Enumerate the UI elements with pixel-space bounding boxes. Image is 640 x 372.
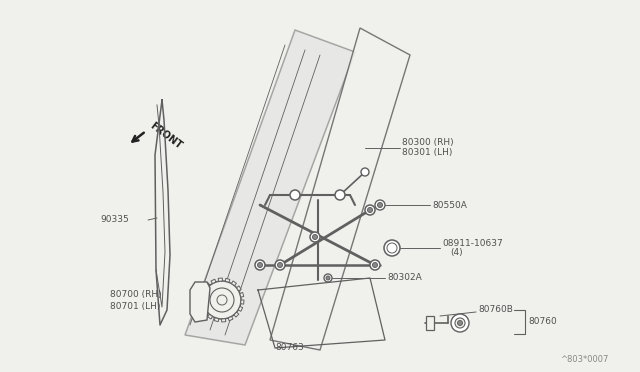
- Circle shape: [458, 321, 463, 326]
- Circle shape: [387, 243, 397, 253]
- Circle shape: [203, 281, 241, 319]
- Polygon shape: [234, 312, 239, 317]
- Text: ^803*0007: ^803*0007: [559, 355, 608, 364]
- Circle shape: [455, 318, 465, 328]
- Circle shape: [275, 260, 285, 270]
- Polygon shape: [207, 314, 212, 319]
- Polygon shape: [214, 318, 219, 322]
- Circle shape: [378, 202, 383, 208]
- Polygon shape: [240, 292, 244, 297]
- Circle shape: [335, 190, 345, 200]
- Circle shape: [290, 190, 300, 200]
- Polygon shape: [225, 278, 230, 282]
- Polygon shape: [205, 283, 210, 288]
- Circle shape: [210, 288, 234, 312]
- Text: 80300 (RH): 80300 (RH): [402, 138, 454, 147]
- Circle shape: [361, 168, 369, 176]
- Text: 90335: 90335: [100, 215, 129, 224]
- Polygon shape: [221, 319, 226, 322]
- Text: N: N: [388, 244, 396, 253]
- Circle shape: [217, 295, 227, 305]
- Circle shape: [257, 263, 262, 267]
- Text: 80701 (LH): 80701 (LH): [110, 301, 161, 311]
- Circle shape: [326, 276, 330, 280]
- Text: 80301 (LH): 80301 (LH): [402, 148, 452, 157]
- Polygon shape: [211, 279, 216, 283]
- Circle shape: [372, 263, 378, 267]
- Polygon shape: [241, 300, 244, 304]
- Circle shape: [451, 314, 469, 332]
- Polygon shape: [185, 30, 355, 345]
- Polygon shape: [202, 289, 205, 294]
- Text: 80550A: 80550A: [432, 201, 467, 209]
- Text: 80700 (RH): 80700 (RH): [110, 291, 162, 299]
- Polygon shape: [426, 316, 434, 330]
- Polygon shape: [203, 309, 207, 314]
- Circle shape: [375, 200, 385, 210]
- Circle shape: [370, 260, 380, 270]
- Text: 80302A: 80302A: [387, 273, 422, 282]
- Text: (4): (4): [450, 248, 463, 257]
- Polygon shape: [200, 303, 204, 308]
- Polygon shape: [218, 278, 222, 281]
- Circle shape: [312, 234, 317, 240]
- Circle shape: [367, 208, 372, 212]
- Polygon shape: [228, 317, 233, 321]
- Polygon shape: [238, 307, 243, 311]
- Polygon shape: [237, 286, 241, 291]
- Circle shape: [324, 274, 332, 282]
- Text: 80763: 80763: [276, 343, 305, 353]
- Text: 08911-10637: 08911-10637: [442, 240, 503, 248]
- Text: 80760: 80760: [528, 317, 557, 327]
- Polygon shape: [200, 296, 204, 300]
- Text: 80760B: 80760B: [478, 305, 513, 314]
- Circle shape: [384, 240, 400, 256]
- Text: FRONT: FRONT: [148, 121, 184, 151]
- Polygon shape: [270, 28, 410, 350]
- Circle shape: [365, 205, 375, 215]
- Polygon shape: [232, 281, 236, 286]
- Circle shape: [310, 232, 320, 242]
- Polygon shape: [190, 282, 210, 322]
- Circle shape: [278, 263, 282, 267]
- Circle shape: [255, 260, 265, 270]
